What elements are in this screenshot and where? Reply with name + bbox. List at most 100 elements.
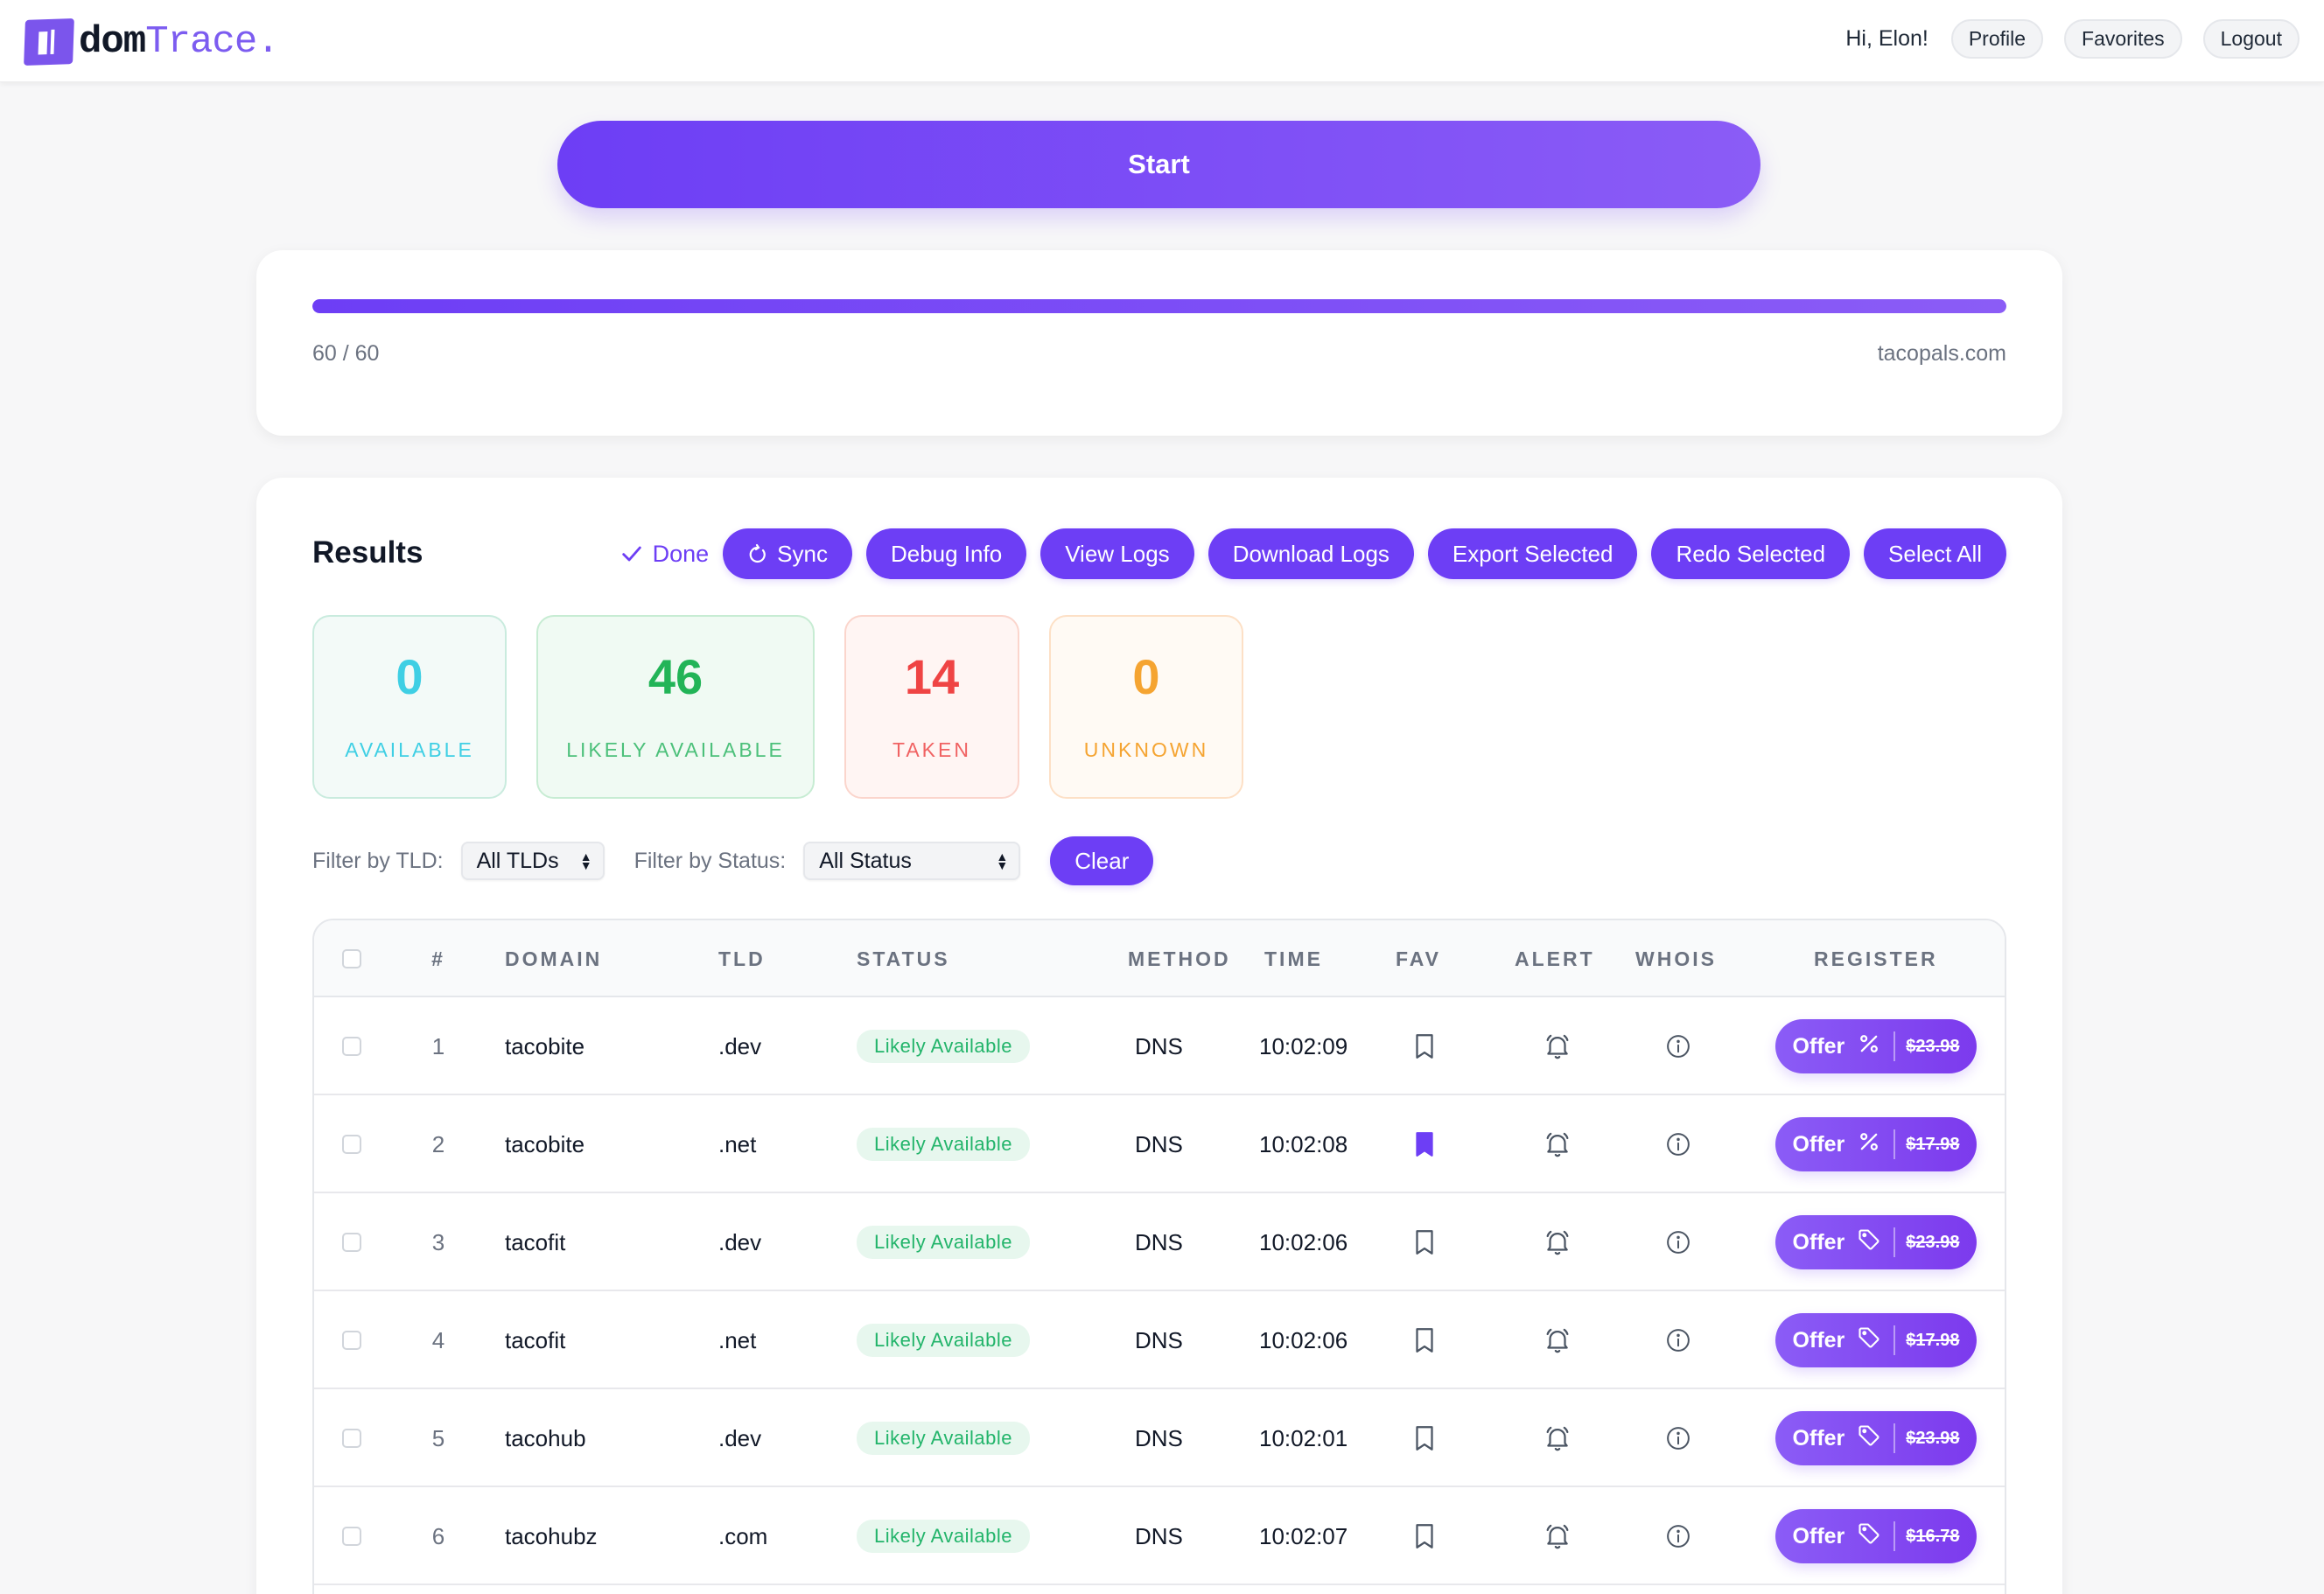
bookmark-filled-icon[interactable] <box>1410 1129 1439 1159</box>
user-nav: Hi, Elon! Profile Favorites Logout <box>1845 19 2300 59</box>
clear-filters-button[interactable]: Clear <box>1050 836 1154 885</box>
row-tld: .net <box>718 1326 757 1353</box>
column-header-fav: FAV <box>1396 947 1442 970</box>
stat-unknown[interactable]: 0 UNKNOWN <box>1049 615 1243 799</box>
register-offer-button[interactable]: Offer $17.98 <box>1774 1117 1978 1171</box>
column-header-domain[interactable]: DOMAIN <box>505 947 603 970</box>
table-row: 1 tacobite .dev Likely Available DNS 10:… <box>314 997 2005 1095</box>
row-checkbox[interactable] <box>342 1135 361 1154</box>
info-icon[interactable] <box>1665 1425 1691 1451</box>
row-checkbox[interactable] <box>342 1233 361 1252</box>
row-checkbox[interactable] <box>342 1037 361 1056</box>
select-all-checkbox[interactable] <box>342 949 361 968</box>
register-offer-button[interactable]: Offer $16.78 <box>1774 1509 1978 1563</box>
stat-label: AVAILABLE <box>345 738 474 761</box>
column-header-method[interactable]: METHOD <box>1128 947 1231 970</box>
tag-icon <box>1858 1522 1880 1543</box>
bell-alert-icon[interactable] <box>1543 1129 1572 1159</box>
stat-label: TAKEN <box>892 738 971 761</box>
register-offer-button[interactable]: Offer $23.98 <box>1774 1019 1978 1073</box>
export-selected-button[interactable]: Export Selected <box>1427 528 1638 579</box>
logo[interactable]: domTrace. <box>24 17 280 66</box>
bell-alert-icon[interactable] <box>1543 1227 1572 1257</box>
download-logs-button[interactable]: Download Logs <box>1208 528 1414 579</box>
row-domain: tacobite <box>505 1130 585 1157</box>
stats-row: 0 AVAILABLE 46 LIKELY AVAILABLE 14 TAKEN… <box>312 615 1243 799</box>
column-header-tld[interactable]: TLD <box>718 947 766 970</box>
select-all-button[interactable]: Select All <box>1864 528 2006 579</box>
bookmark-icon[interactable] <box>1410 1325 1439 1355</box>
favorites-button[interactable]: Favorites <box>2064 19 2182 59</box>
profile-button[interactable]: Profile <box>1950 19 2044 59</box>
offer-price: $16.78 <box>1906 1526 1960 1546</box>
register-offer-button[interactable]: Offer $23.98 <box>1774 1215 1978 1269</box>
status-filter-select[interactable]: All Status ▲ ▼ <box>803 842 1021 880</box>
bell-alert-icon[interactable] <box>1543 1521 1572 1551</box>
row-checkbox[interactable] <box>342 1527 361 1546</box>
bookmark-icon[interactable] <box>1410 1423 1439 1453</box>
column-header-time[interactable]: TIME <box>1264 947 1323 970</box>
row-domain: tacofit <box>505 1228 566 1255</box>
row-time: 10:02:06 <box>1259 1228 1348 1255</box>
bell-alert-icon[interactable] <box>1543 1031 1572 1061</box>
row-number: 2 <box>431 1130 445 1157</box>
redo-selected-button[interactable]: Redo Selected <box>1651 528 1851 579</box>
info-icon[interactable] <box>1665 1131 1691 1157</box>
status-badge: Likely Available <box>857 1422 1031 1455</box>
tld-filter-select[interactable]: All TLDs ▲ ▼ <box>460 842 605 880</box>
row-domain: tacohub <box>505 1424 586 1451</box>
row-checkbox[interactable] <box>342 1429 361 1448</box>
row-method: DNS <box>1135 1228 1183 1255</box>
register-offer-button[interactable]: Offer $23.98 <box>1774 1411 1978 1465</box>
row-method: DNS <box>1135 1032 1183 1059</box>
stat-available[interactable]: 0 AVAILABLE <box>312 615 507 799</box>
bell-alert-icon[interactable] <box>1543 1325 1572 1355</box>
debug-info-button[interactable]: Debug Info <box>865 528 1027 579</box>
bookmark-icon[interactable] <box>1410 1227 1439 1257</box>
select-arrows-icon: ▲ ▼ <box>996 849 1009 872</box>
row-checkbox[interactable] <box>342 1331 361 1350</box>
bookmark-icon[interactable] <box>1410 1521 1439 1551</box>
info-icon[interactable] <box>1665 1033 1691 1059</box>
tag-icon <box>1858 1424 1880 1445</box>
tag-icon <box>1858 1326 1880 1347</box>
status-filter-label: Filter by Status: <box>634 848 787 873</box>
stat-value: 46 <box>648 648 704 704</box>
view-logs-button[interactable]: View Logs <box>1040 528 1194 579</box>
logout-button[interactable]: Logout <box>2202 19 2300 59</box>
bell-alert-icon[interactable] <box>1543 1423 1572 1453</box>
row-tld: .dev <box>718 1424 762 1451</box>
progress-card: 60 / 60 tacopals.com <box>256 250 2062 436</box>
progress-bar <box>312 299 2006 313</box>
info-icon[interactable] <box>1665 1327 1691 1353</box>
register-offer-button[interactable]: Offer $17.98 <box>1774 1313 1978 1367</box>
status-badge: Likely Available <box>857 1324 1031 1357</box>
start-button[interactable]: Start <box>557 121 1760 208</box>
table-body: 1 tacobite .dev Likely Available DNS 10:… <box>314 997 2005 1585</box>
info-icon[interactable] <box>1665 1229 1691 1255</box>
sync-button[interactable]: Sync <box>723 528 852 579</box>
offer-price: $23.98 <box>1906 1232 1960 1252</box>
tag-icon <box>1858 1228 1880 1249</box>
row-tld: .dev <box>718 1032 762 1059</box>
stat-value: 0 <box>396 648 424 704</box>
table-row: 6 tacohubz .com Likely Available DNS 10:… <box>314 1487 2005 1585</box>
row-number: 6 <box>431 1522 445 1549</box>
stat-likely-available[interactable]: 46 LIKELY AVAILABLE <box>536 615 815 799</box>
status-badge: Likely Available <box>857 1128 1031 1161</box>
column-header-status[interactable]: STATUS <box>857 947 950 970</box>
stat-taken[interactable]: 14 TAKEN <box>844 615 1019 799</box>
row-method: DNS <box>1135 1130 1183 1157</box>
bookmark-icon[interactable] <box>1410 1031 1439 1061</box>
results-title: Results <box>312 535 424 570</box>
row-domain: tacofit <box>505 1326 566 1353</box>
offer-price: $23.98 <box>1906 1036 1960 1056</box>
row-time: 10:02:09 <box>1259 1032 1348 1059</box>
refresh-icon <box>749 543 766 563</box>
column-header-register: REGISTER <box>1814 947 1938 970</box>
row-time: 10:02:07 <box>1259 1522 1348 1549</box>
progress-bar-fill <box>312 299 2006 313</box>
info-icon[interactable] <box>1665 1523 1691 1549</box>
offer-price: $17.98 <box>1906 1134 1960 1154</box>
status-badge: Likely Available <box>857 1226 1031 1259</box>
